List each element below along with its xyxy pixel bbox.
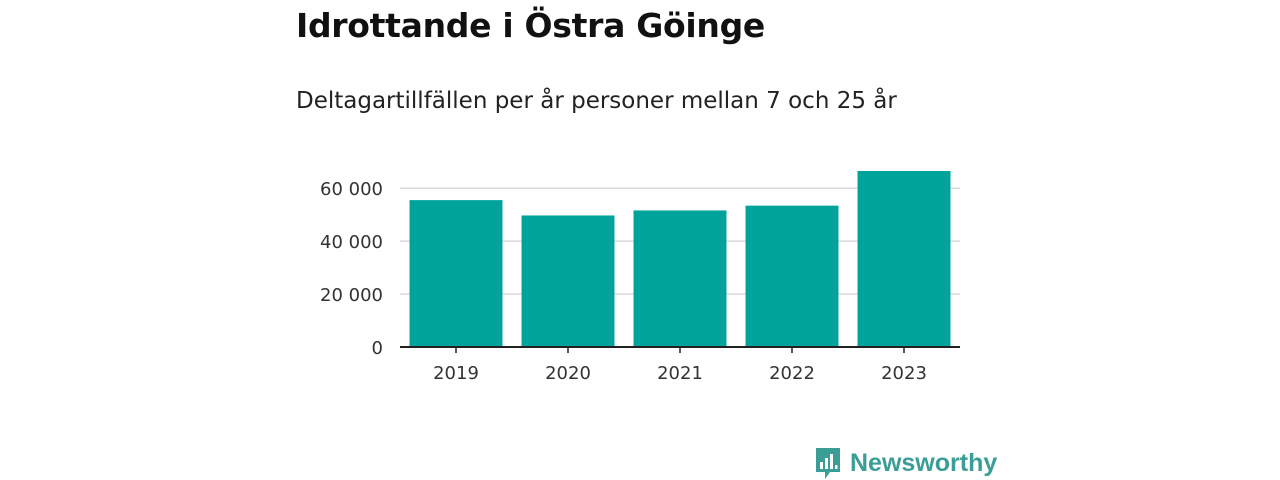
x-tick-label: 2022 bbox=[769, 363, 815, 384]
brand-logo: Newsworthy bbox=[814, 446, 997, 480]
bar-2020 bbox=[521, 215, 615, 347]
y-tick-label: 60 000 bbox=[320, 179, 383, 200]
bar-2019 bbox=[409, 200, 503, 347]
chart-subtitle: Deltagartillfällen per år personer mella… bbox=[296, 88, 897, 114]
axes bbox=[400, 346, 960, 353]
y-tick-label: 0 bbox=[372, 338, 383, 359]
bar-chart-speech-bubble-icon bbox=[816, 448, 840, 479]
bar-2021 bbox=[633, 210, 727, 347]
bar-2022 bbox=[745, 205, 839, 347]
tick-labels: 0 20 000 40 000 60 000 2019 2020 2021 2022 2023 bbox=[320, 179, 927, 384]
x-tick-label: 2021 bbox=[657, 363, 703, 384]
bars bbox=[409, 171, 951, 347]
x-tick-label: 2019 bbox=[433, 363, 479, 384]
y-tick-label: 40 000 bbox=[320, 232, 383, 253]
brand-name: Newsworthy bbox=[850, 448, 998, 477]
bar-2023 bbox=[857, 171, 951, 347]
chart-title: Idrottande i Östra Göinge bbox=[296, 6, 766, 45]
x-tick-label: 2023 bbox=[881, 363, 927, 384]
x-tick-label: 2020 bbox=[545, 363, 591, 384]
y-tick-label: 20 000 bbox=[320, 285, 383, 306]
